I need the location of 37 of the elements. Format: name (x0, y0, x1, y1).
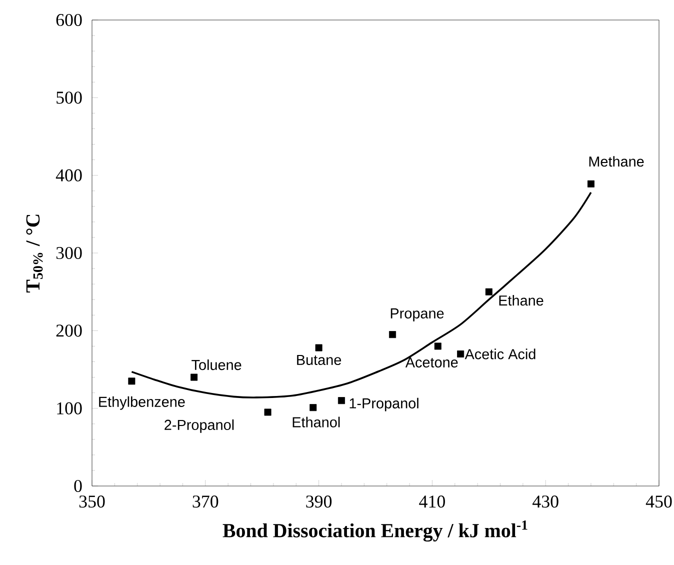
point (389, 331, 396, 338)
annotation: 1-Propanol (350, 398, 418, 412)
y-tick-label: 500 (56, 92, 82, 104)
y-tick-label: 600 (56, 14, 82, 26)
point (190, 374, 198, 381)
annotation: Ethane (499, 295, 544, 306)
point (315, 344, 322, 352)
annotation: Acetone (405, 357, 458, 368)
x-tick-label: 450 (646, 496, 672, 508)
point (587, 180, 594, 188)
point (338, 397, 345, 404)
point (128, 378, 136, 385)
annotation: Butane (297, 354, 342, 366)
y-tick-label: 0 (74, 480, 82, 492)
point (310, 404, 317, 412)
annotation: Acetic Acid (464, 348, 536, 360)
annotation: Ethylbenzene (99, 396, 185, 410)
point (264, 408, 272, 416)
point (485, 288, 492, 296)
point (434, 342, 442, 350)
y-tick-label: 200 (56, 324, 82, 337)
annotation: Propane (390, 308, 444, 322)
x-tick-label: 370 (192, 496, 218, 508)
annotation: 2-Propanol (164, 419, 234, 433)
x-axis-title: Bond Dissociation Energy / kJ mol$^{-1}$ (222, 520, 528, 542)
x-tick-label: 350 (79, 496, 105, 508)
y-axis-title: T$_{50%}$ / °C (26, 214, 43, 292)
x-tick-label: 430 (532, 496, 558, 508)
point (457, 350, 464, 358)
annotation: Ethanol (292, 416, 340, 428)
annotation: Toluene (192, 359, 242, 370)
x-tick-label: 410 (419, 496, 445, 508)
x-tick-label: 390 (306, 496, 332, 508)
y-tick-label: 100 (57, 402, 82, 414)
y-tick-label: 400 (56, 169, 82, 182)
annotation: Methane (589, 156, 644, 167)
y-tick-label: 300 (56, 246, 82, 260)
